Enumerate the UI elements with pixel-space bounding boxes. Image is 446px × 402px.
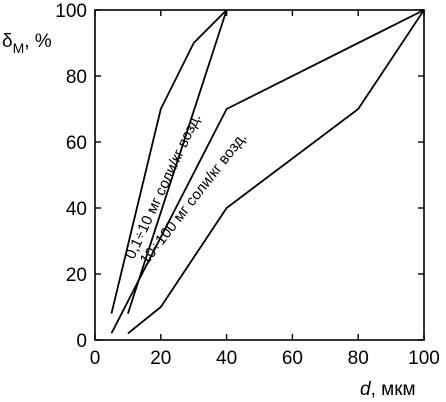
series-line-band1-lower [127, 9, 228, 314]
x-tick-label-40: 40 [216, 348, 237, 369]
series-line-band2-lower [127, 9, 425, 335]
y-axis-var: δ [2, 31, 13, 52]
y-tick-label-80: 80 [66, 67, 87, 88]
x-tick-label-0: 0 [90, 348, 101, 369]
series-line-band1-upper [110, 9, 228, 314]
x-axis-label: d, мкм [360, 379, 416, 400]
series-line-band2-upper [110, 9, 425, 334]
y-tick-label-0: 0 [76, 331, 87, 352]
y-axis-label: δМ, % [2, 31, 52, 56]
y-tick-label-40: 40 [66, 199, 87, 220]
x-tick-label-20: 20 [150, 348, 171, 369]
x-tick-label-100: 100 [408, 348, 440, 369]
y-tick-label-60: 60 [66, 133, 87, 154]
x-tick-label-60: 60 [282, 348, 303, 369]
y-axis-sub: М [13, 40, 25, 56]
y-tick-label-100: 100 [55, 1, 87, 22]
plot-frame [94, 9, 425, 341]
y-axis-unit: , % [24, 31, 52, 52]
x-axis-unit: , мкм [371, 379, 416, 400]
x-tick-label-80: 80 [348, 348, 369, 369]
y-tick-label-20: 20 [66, 265, 87, 286]
series-layer [110, 9, 425, 335]
x-axis-var: d [360, 379, 372, 400]
